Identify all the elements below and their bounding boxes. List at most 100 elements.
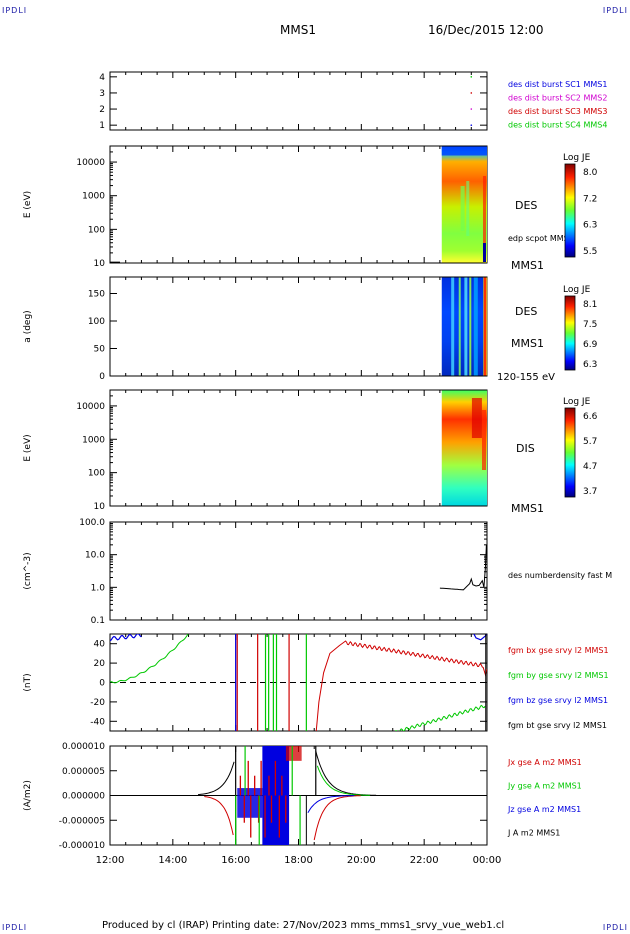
y-tick-label: 10.0 (85, 551, 105, 561)
panel-frame (109, 276, 488, 377)
jz-series-line (307, 795, 355, 814)
colorbar-tick-label: 7.2 (583, 194, 597, 204)
y-tick-label: 1 (99, 121, 105, 131)
legend-entry: J A m2 MMS1 (507, 829, 560, 838)
corner-label-bottom-left: IPDLI (2, 923, 28, 932)
legend-entry: fgm bt gse srvy l2 MMS1 (508, 721, 607, 730)
by-series-line (110, 634, 189, 684)
y-tick-label: -20 (90, 698, 105, 708)
pitch-streak (484, 277, 486, 376)
pitch-streak (469, 277, 472, 376)
x-tick-label: 12:00 (96, 855, 125, 866)
x-tick-label: 16:00 (221, 855, 250, 866)
corner-label-top-right: IPDLI (602, 6, 628, 15)
panel-frame (109, 389, 488, 507)
legend-entry: des dist burst SC4 MMS4 (508, 121, 607, 130)
y-tick-label: 100 (88, 225, 105, 235)
dis-hotspot (471, 398, 482, 438)
panel-frame (109, 521, 488, 621)
legend-entry: fgm bz gse srvy l2 MMS1 (508, 696, 608, 705)
legend-entry: Jy gse A m2 MMS1 (507, 782, 582, 791)
burst-marker (470, 124, 473, 126)
footer-credits: Produced by cl (IRAP) Printing date: 27/… (102, 920, 505, 931)
y-tick-label: 4 (99, 73, 105, 83)
colorbar-tick-label: 5.5 (583, 247, 597, 257)
x-tick-label: 18:00 (284, 855, 313, 866)
jx-series-line (313, 795, 361, 841)
bx-series-line (315, 640, 487, 731)
colorbar-title: Log JE (563, 285, 591, 295)
y-tick-label: 10 (94, 259, 106, 269)
current-traces (110, 746, 487, 845)
colorbar-tick-label: 6.3 (583, 360, 597, 370)
spectrogram-streak (483, 176, 486, 246)
y-tick-label: 150 (88, 290, 105, 300)
y-tick-label: 0 (99, 372, 105, 382)
jx-burst-block (285, 746, 302, 761)
burst-marker (470, 92, 473, 94)
panel-label-scpot: edp scpot MMS1 (508, 234, 574, 243)
datetime-title: 16/Dec/2015 12:00 (428, 23, 544, 37)
colorbar-tick-label: 8.0 (583, 168, 598, 178)
bz-series-line (473, 634, 487, 641)
y-tick-label: 100 (88, 469, 105, 479)
panel-axes-des_pitch (109, 276, 488, 377)
y-axis-title: (cm^-3) (23, 552, 33, 589)
y-tick-label: 10000 (76, 402, 105, 412)
jy-series-line (316, 765, 371, 796)
spectrogram-streak (483, 243, 486, 262)
y-tick-label: -0.000005 (59, 816, 105, 826)
corner-label-bottom-right: IPDLI (602, 923, 628, 932)
y-tick-label: 1.0 (91, 583, 106, 593)
x-tick-label: 14:00 (158, 855, 187, 866)
burst-marker (470, 108, 473, 110)
y-tick-label: 0.1 (91, 616, 105, 626)
colorbar-tick-label: 8.1 (583, 300, 597, 310)
pitch-streak (458, 277, 461, 376)
y-tick-label: 1000 (82, 435, 105, 445)
y-tick-label: 0 (99, 679, 105, 689)
panel-label-dis: DIS (516, 442, 535, 455)
colorbar-title: Log JE (563, 397, 591, 407)
colorbar (564, 163, 576, 258)
y-tick-label: 0.000000 (62, 792, 105, 802)
by-series-line (394, 704, 486, 731)
legend-entry: des dist burst SC3 MMS3 (508, 107, 607, 116)
y-tick-label: 10000 (76, 158, 105, 168)
panel-label-mms1: MMS1 (511, 502, 544, 515)
y-tick-label: 20 (94, 659, 106, 669)
legend-entry: fgm bx gse srvy l2 MMS1 (508, 646, 609, 655)
colorbar-tick-label: 6.3 (583, 221, 597, 231)
y-tick-label: 50 (94, 345, 106, 355)
corner-label-top-left: IPDLI (2, 6, 28, 15)
y-tick-label: 3 (99, 89, 105, 99)
panel-label-mms1: MMS1 (511, 259, 544, 272)
y-tick-label: 100.0 (79, 518, 105, 528)
legend-entry: des dist burst SC1 MMS1 (508, 80, 607, 89)
colorbar-title: Log JE (563, 153, 591, 163)
spectrogram-band (441, 146, 487, 156)
bz-series-line (110, 634, 142, 642)
x-tick-label: 00:00 (473, 855, 502, 866)
dis-hotspot (482, 410, 486, 470)
y-tick-label: 0.000005 (62, 767, 105, 777)
colorbar-tick-label: 6.6 (583, 412, 598, 422)
panel-label-mms1: MMS1 (511, 337, 544, 350)
density-series-line (439, 544, 488, 591)
panel-axes-density (109, 521, 488, 621)
y-tick-label: -40 (90, 717, 105, 727)
legend-entry: Jx gse A m2 MMS1 (507, 758, 582, 767)
panel-axes-dis_energy (109, 389, 488, 507)
panel-axes-burst (109, 71, 488, 131)
y-axis-title: a (deg) (23, 310, 33, 342)
y-axis-title: E (eV) (23, 191, 33, 218)
j-series-line (315, 750, 377, 796)
pitch-streak (464, 277, 468, 376)
y-axis-title: E (eV) (23, 434, 33, 461)
j-series-line (197, 761, 235, 796)
panel-label-energy-range: 120-155 eV (497, 372, 555, 383)
spacecraft-title: MMS1 (280, 23, 316, 37)
colorbar-tick-label: 7.5 (583, 320, 597, 330)
y-axis-title: (nT) (23, 673, 33, 691)
